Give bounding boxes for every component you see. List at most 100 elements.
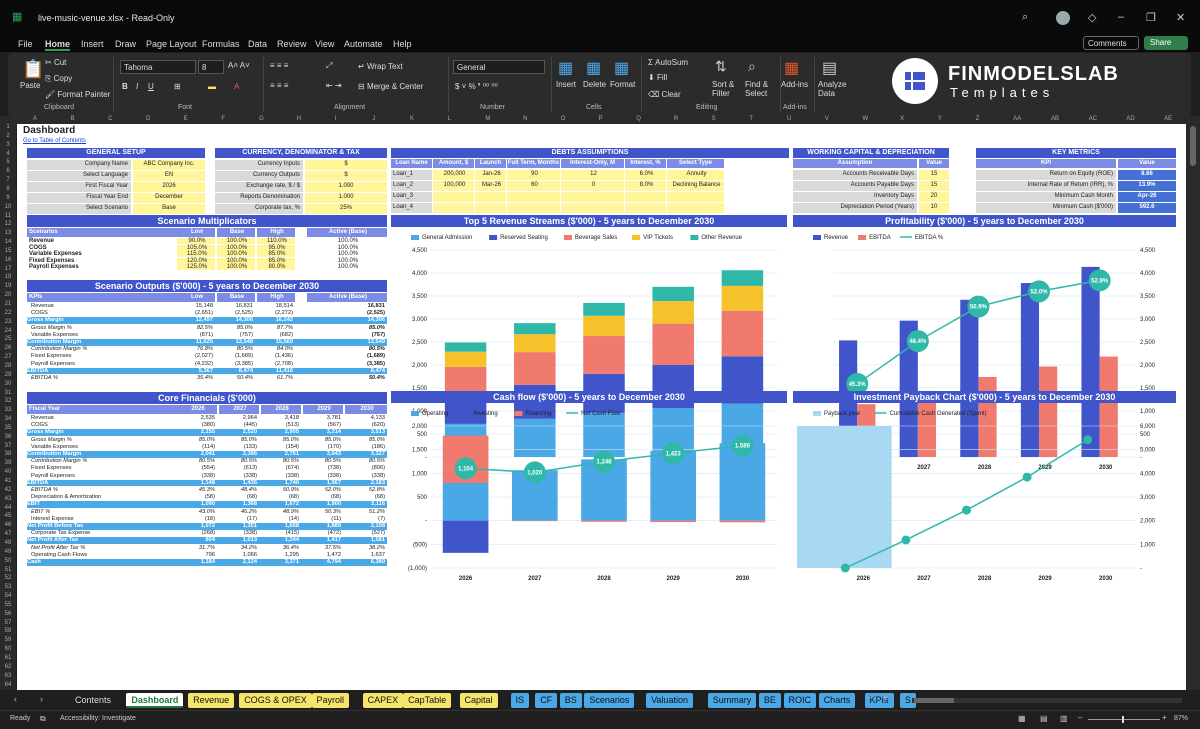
- row-header[interactable]: 59: [4, 637, 12, 644]
- horizontal-scrollbar[interactable]: [912, 698, 1182, 703]
- minimize-icon[interactable]: –: [1118, 11, 1125, 23]
- format-cells-icon[interactable]: ▦: [614, 60, 630, 77]
- column-header[interactable]: O: [560, 116, 566, 122]
- find-select-button[interactable]: Find & Select: [745, 80, 769, 98]
- debts-cell[interactable]: [625, 203, 666, 213]
- multipliers-cell[interactable]: 80.0%: [257, 264, 295, 270]
- currency-value[interactable]: $: [305, 160, 387, 170]
- debts-cell[interactable]: [625, 192, 666, 202]
- currency-value[interactable]: 1.000: [305, 182, 387, 192]
- row-header[interactable]: 64: [4, 681, 12, 688]
- sheet-tab-valuation[interactable]: Valuation: [646, 693, 693, 708]
- fill-button[interactable]: ⬇ Fill: [648, 73, 668, 82]
- column-header[interactable]: K: [409, 116, 414, 122]
- row-header[interactable]: 36: [4, 433, 12, 440]
- italic-icon[interactable]: I: [136, 82, 139, 91]
- debts-cell[interactable]: [475, 192, 506, 202]
- payback-chart[interactable]: Payback year Cumulative Cash Generated (S…: [793, 404, 1176, 584]
- multipliers-cell[interactable]: 125.0%: [177, 264, 215, 270]
- row-header[interactable]: 45: [4, 513, 12, 520]
- sheet-tab-revenue[interactable]: Revenue: [188, 693, 235, 708]
- sheet-tab-charts[interactable]: Charts: [818, 693, 856, 708]
- row-header[interactable]: 34: [4, 416, 12, 423]
- multipliers-cell[interactable]: 115.0%: [177, 251, 215, 257]
- tab-scroll-right-icon[interactable]: ›: [40, 694, 43, 704]
- column-header[interactable]: B: [70, 116, 75, 122]
- debts-cell[interactable]: 6.0%: [625, 170, 666, 180]
- orientation-icon[interactable]: ⤢: [326, 61, 333, 70]
- close-icon[interactable]: ✕: [1176, 12, 1186, 24]
- column-header[interactable]: R: [673, 116, 679, 122]
- delete-button[interactable]: Delete: [583, 80, 607, 89]
- row-header[interactable]: 14: [4, 239, 12, 246]
- column-header[interactable]: S: [711, 116, 716, 122]
- multipliers-cell[interactable]: 95.0%: [257, 244, 295, 251]
- fill-color-icon[interactable]: ▬: [208, 82, 216, 91]
- insert-cells-icon[interactable]: ▦: [558, 60, 574, 77]
- row-header[interactable]: 3: [6, 141, 10, 148]
- sheet-tab-capital[interactable]: Capital: [459, 693, 498, 708]
- row-header[interactable]: 27: [4, 354, 12, 361]
- add-ins-button[interactable]: Add-ins: [781, 80, 809, 89]
- column-header[interactable]: G: [259, 116, 264, 122]
- multipliers-cell[interactable]: 100.0%: [217, 251, 255, 257]
- multipliers-cell[interactable]: 100.0%: [217, 257, 255, 264]
- borders-icon[interactable]: ⊞: [174, 82, 181, 91]
- row-header[interactable]: 32: [4, 398, 12, 405]
- multipliers-cell[interactable]: 100.0%: [217, 238, 255, 244]
- wc-value[interactable]: 10: [919, 203, 949, 213]
- row-header[interactable]: 43: [4, 495, 12, 502]
- row-header[interactable]: 46: [4, 522, 12, 529]
- debts-cell[interactable]: Jan-26: [475, 170, 506, 180]
- row-header[interactable]: 52: [4, 575, 12, 582]
- row-header[interactable]: 8: [6, 185, 10, 192]
- column-header[interactable]: V: [824, 116, 829, 122]
- row-header[interactable]: 47: [4, 531, 12, 538]
- sheet-tab-capex[interactable]: CAPEX: [362, 693, 404, 708]
- underline-icon[interactable]: U: [148, 82, 154, 91]
- row-header[interactable]: 38: [4, 451, 12, 458]
- debts-cell[interactable]: [667, 192, 724, 202]
- page-layout-view-icon[interactable]: ▤: [1040, 714, 1048, 723]
- wc-value[interactable]: 20: [919, 192, 949, 202]
- debts-cell[interactable]: 8.0%: [625, 181, 666, 191]
- font-size-select[interactable]: 8: [198, 60, 224, 74]
- bold-icon[interactable]: B: [122, 82, 128, 91]
- vertical-scrollbar[interactable]: [1186, 116, 1200, 690]
- row-header[interactable]: 49: [4, 548, 12, 555]
- zoom-out-icon[interactable]: –: [1078, 713, 1083, 722]
- wc-value[interactable]: 15: [919, 181, 949, 191]
- number-format-select[interactable]: General: [453, 60, 545, 74]
- row-header[interactable]: 50: [4, 557, 12, 564]
- menu-automate[interactable]: Automate: [344, 39, 383, 49]
- row-header[interactable]: 58: [4, 628, 12, 635]
- multipliers-cell[interactable]: 85.0%: [257, 257, 295, 264]
- sheet-tab-contents[interactable]: Contents: [75, 695, 112, 705]
- autosum-button[interactable]: Σ AutoSum: [648, 58, 689, 67]
- tab-more-icon[interactable]: ⋯: [866, 693, 876, 704]
- currency-value[interactable]: 1.000: [305, 193, 387, 203]
- row-header[interactable]: 40: [4, 469, 12, 476]
- row-header[interactable]: 5: [6, 159, 10, 166]
- multipliers-cell[interactable]: 85.0%: [257, 251, 295, 257]
- menu-help[interactable]: Help: [393, 39, 412, 49]
- menu-view[interactable]: View: [315, 39, 335, 49]
- row-header[interactable]: 20: [4, 292, 12, 299]
- row-header[interactable]: 33: [4, 407, 12, 414]
- format-button[interactable]: Format: [610, 80, 636, 89]
- debts-cell[interactable]: [561, 192, 624, 202]
- column-header[interactable]: AE: [1164, 116, 1173, 122]
- currency-value[interactable]: $: [305, 171, 387, 181]
- analyze-data-icon[interactable]: ▤: [822, 60, 838, 77]
- debts-cell[interactable]: 200,000: [433, 170, 474, 180]
- column-header[interactable]: A: [32, 116, 37, 122]
- row-header[interactable]: 53: [4, 584, 12, 591]
- column-header[interactable]: AC: [1088, 116, 1098, 122]
- row-header[interactable]: 11: [4, 212, 12, 219]
- tab-scroll-left-icon[interactable]: ‹: [14, 694, 17, 704]
- general-setup-value[interactable]: ABC Company Inc.: [133, 160, 205, 170]
- row-header[interactable]: 63: [4, 672, 12, 679]
- row-header[interactable]: 51: [4, 566, 12, 573]
- row-header[interactable]: 62: [4, 663, 12, 670]
- sheet-tab-cf[interactable]: CF: [535, 693, 558, 708]
